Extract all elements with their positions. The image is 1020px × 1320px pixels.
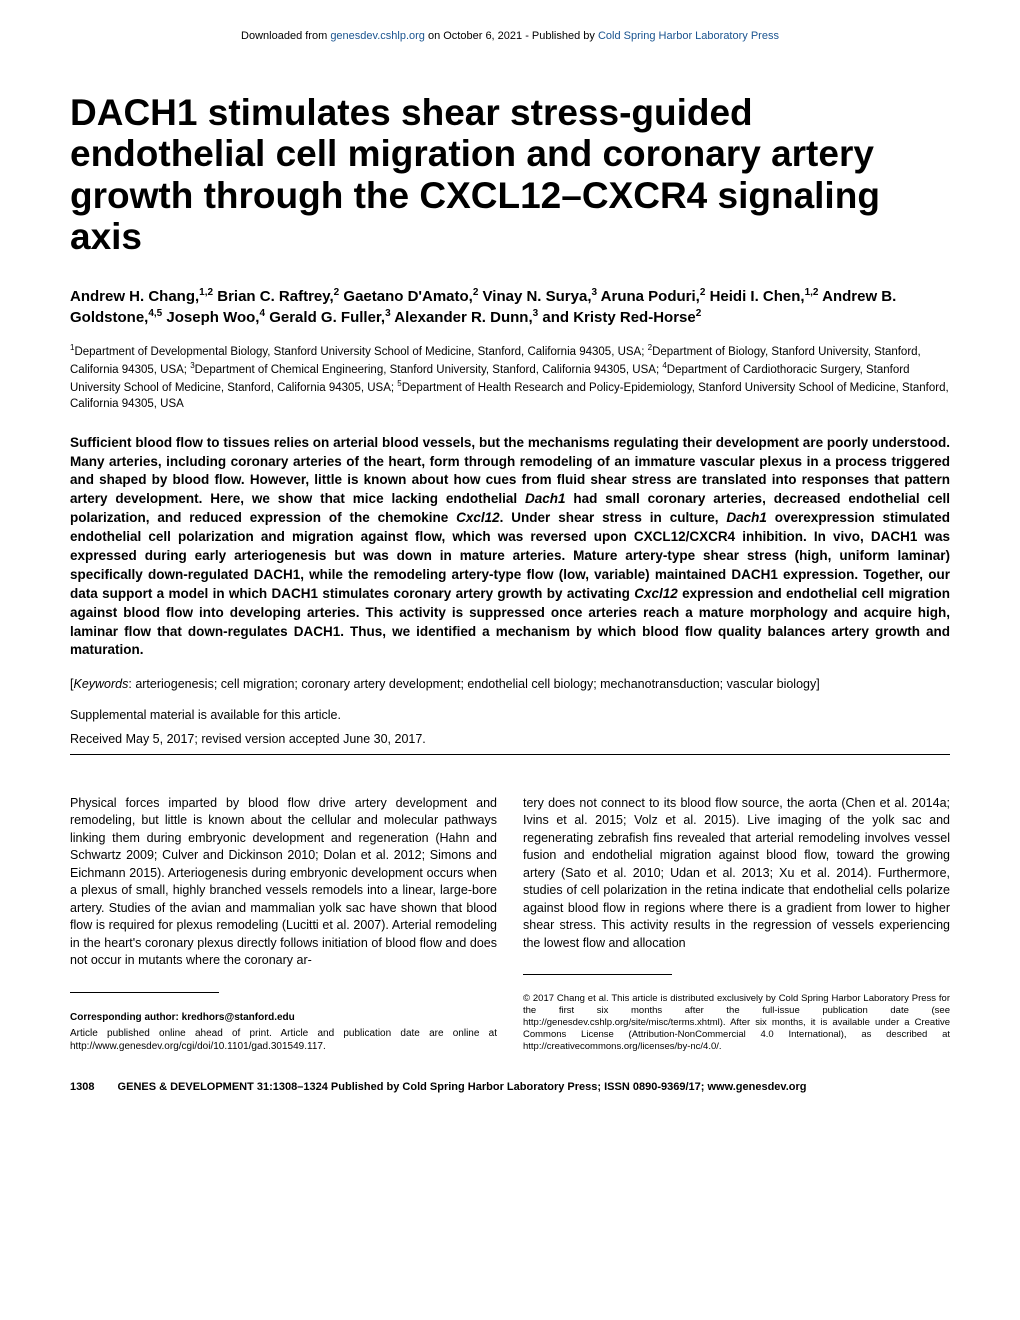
article-title: DACH1 stimulates shear stress-guided end… xyxy=(70,92,950,258)
received-dates: Received May 5, 2017; revised version ac… xyxy=(70,732,950,746)
column-right: tery does not connect to its blood flow … xyxy=(523,795,950,1053)
download-banner: Downloaded from genesdev.cshlp.org on Oc… xyxy=(70,30,950,42)
abstract: Sufficient blood flow to tissues relies … xyxy=(70,434,950,661)
keywords: [Keywords: arteriogenesis; cell migratio… xyxy=(70,676,950,694)
page-footer: 1308 GENES & DEVELOPMENT 31:1308–1324 Pu… xyxy=(70,1081,950,1093)
footer-citation: GENES & DEVELOPMENT 31:1308–1324 Publish… xyxy=(118,1081,807,1093)
authors-list: Andrew H. Chang,1,2 Brian C. Raftrey,2 G… xyxy=(70,286,950,328)
divider-main xyxy=(70,754,950,755)
column-left: Physical forces imparted by blood flow d… xyxy=(70,795,497,1053)
page-container: Downloaded from genesdev.cshlp.org on Oc… xyxy=(0,0,1020,1133)
corresponding-author: Corresponding author: kredhors@stanford.… xyxy=(70,1011,497,1025)
copyright-notice: © 2017 Chang et al. This article is dist… xyxy=(523,993,950,1052)
body-text-right: tery does not connect to its blood flow … xyxy=(523,796,950,950)
banner-link-1[interactable]: genesdev.cshlp.org xyxy=(330,30,425,42)
body-text-left: Physical forces imparted by blood flow d… xyxy=(70,796,497,968)
page-number: 1308 xyxy=(70,1081,94,1093)
banner-link-2[interactable]: Cold Spring Harbor Laboratory Press xyxy=(598,30,779,42)
body-columns: Physical forces imparted by blood flow d… xyxy=(70,795,950,1053)
copyright-divider xyxy=(523,974,672,975)
footnote-divider xyxy=(70,992,219,993)
supplemental-note: Supplemental material is available for t… xyxy=(70,708,950,722)
banner-mid: on October 6, 2021 - Published by xyxy=(425,30,598,42)
article-publication-note: Article published online ahead of print.… xyxy=(70,1027,497,1053)
banner-prefix: Downloaded from xyxy=(241,30,330,42)
affiliations: 1Department of Developmental Biology, St… xyxy=(70,342,950,412)
